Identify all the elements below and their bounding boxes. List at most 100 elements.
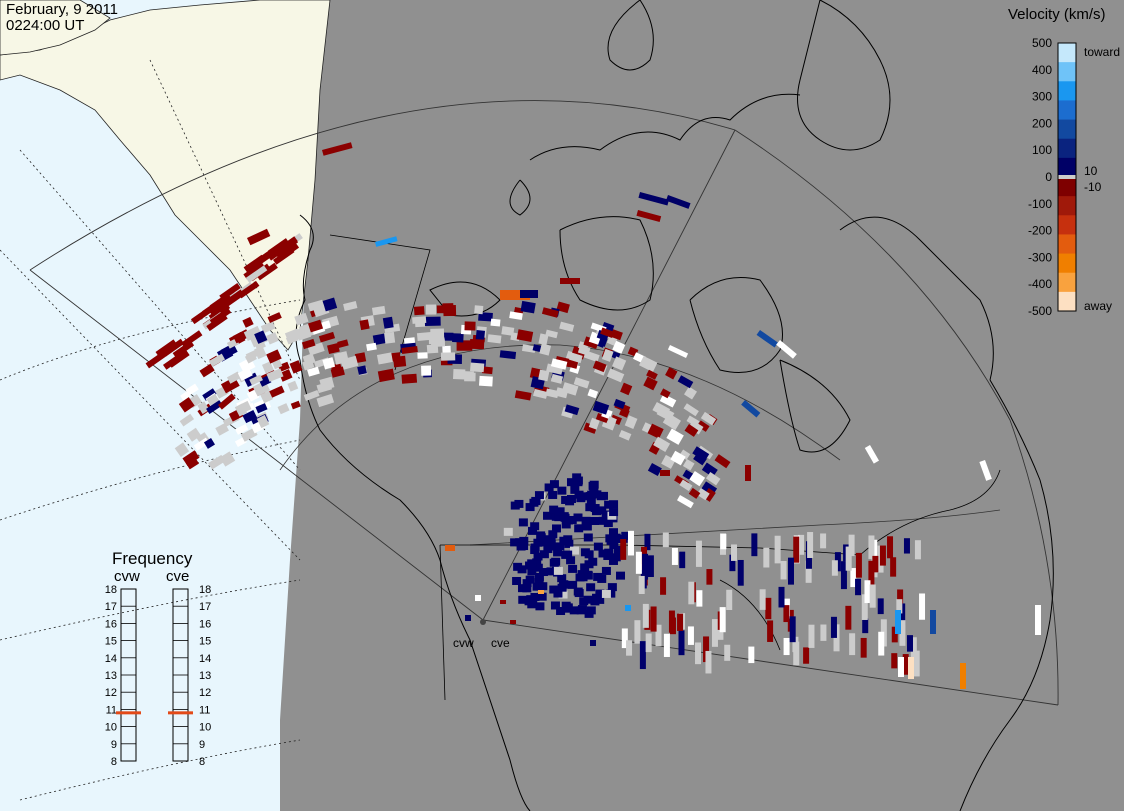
scatter-cell xyxy=(185,457,200,470)
scatter-cell xyxy=(805,560,812,583)
scatter-cell xyxy=(440,352,456,361)
scatter-cell xyxy=(421,365,432,376)
colorbar-tick-label: -300 xyxy=(1028,250,1052,264)
scatter-cell xyxy=(553,566,563,575)
scatter-cell xyxy=(162,338,185,357)
scatter-cell xyxy=(570,485,580,494)
scatter-cell xyxy=(549,558,559,567)
scatter-cell xyxy=(906,635,913,652)
scatter-cell xyxy=(182,450,200,466)
scatter-cell xyxy=(778,586,785,608)
scatter-cell xyxy=(243,325,262,341)
scatter-cell xyxy=(544,483,554,492)
scatter-cell xyxy=(322,142,353,156)
scatter-cell xyxy=(714,454,731,469)
scatter-cell xyxy=(319,376,335,391)
scatter-cell xyxy=(878,631,885,656)
scatter-cell xyxy=(514,390,532,401)
scatter-cell xyxy=(401,346,418,355)
colorbar-tick-label: 200 xyxy=(1032,116,1052,130)
colorbar-tick-label: -500 xyxy=(1028,304,1052,318)
scatter-cell xyxy=(564,539,574,548)
scatter-cell xyxy=(509,311,523,321)
scatter-cell xyxy=(556,301,570,314)
scatter-cell xyxy=(803,647,810,664)
scatter-cell xyxy=(530,546,540,555)
scatter-cell xyxy=(767,620,774,642)
scatter-cell xyxy=(647,555,654,578)
scatter-cell xyxy=(783,637,790,656)
scatter-cell xyxy=(563,550,573,559)
frequency-tick-label: 12 xyxy=(199,687,211,699)
scatter-cell xyxy=(559,536,569,545)
scatter-cell xyxy=(555,507,565,516)
scatter-cell xyxy=(679,479,693,492)
scatter-cell xyxy=(700,411,717,426)
scatter-cell xyxy=(202,298,224,317)
scatter-cell xyxy=(179,413,195,427)
colorbar-segment xyxy=(1058,272,1076,293)
scatter-cell xyxy=(627,530,634,556)
scatter-cell xyxy=(553,589,563,598)
scatter-cell xyxy=(267,238,290,256)
scatter-cell xyxy=(671,547,678,565)
scatter-cell xyxy=(560,278,580,284)
velocity-colorbar: 500 400 300 200 100 0 -100 -200 -300 -400 -500 towa… xyxy=(1028,36,1120,318)
scatter-cell xyxy=(807,532,814,558)
scatter-cell xyxy=(604,548,614,557)
scatter-cell xyxy=(748,646,755,664)
colorbar-title: Velocity (km/s) xyxy=(1008,6,1106,23)
scatter-cell xyxy=(845,605,852,630)
scatter-cell xyxy=(426,344,439,354)
colorbar-segment xyxy=(1058,81,1076,101)
scatter-cell xyxy=(428,335,441,345)
scatter-cell xyxy=(487,334,502,344)
scatter-cell xyxy=(203,438,215,449)
scatter-cell xyxy=(653,436,671,452)
colorbar-inner-label: -10 xyxy=(1084,180,1102,194)
scatter-cell xyxy=(512,576,522,585)
frequency-tick-label: 9 xyxy=(111,739,117,751)
scatter-cell xyxy=(416,332,432,342)
scatter-cell xyxy=(515,538,525,547)
scatter-cell xyxy=(557,486,567,495)
scatter-cell xyxy=(574,490,584,499)
scatter-cell xyxy=(601,566,611,575)
scatter-cell xyxy=(533,552,543,561)
scatter-cell xyxy=(546,540,556,549)
scatter-cell xyxy=(679,449,691,460)
scatter-cell xyxy=(686,415,700,427)
scatter-cell xyxy=(307,366,320,377)
scatter-cell xyxy=(705,650,712,674)
scatter-cell xyxy=(864,580,871,604)
scatter-cell xyxy=(199,363,215,378)
scatter-cell xyxy=(731,544,738,561)
scatter-cell xyxy=(840,561,847,590)
scatter-cell xyxy=(277,361,290,372)
scatter-cell xyxy=(272,359,283,370)
scatter-cell xyxy=(646,369,658,380)
scatter-cell xyxy=(606,368,625,383)
scatter-cell xyxy=(601,589,611,598)
scatter-cell xyxy=(682,459,695,471)
scatter-cell xyxy=(294,312,309,326)
scatter-cell xyxy=(393,355,407,368)
day-land-siberia xyxy=(0,0,111,56)
scatter-cell xyxy=(677,375,694,389)
scatter-cell xyxy=(186,427,202,442)
scatter-cell xyxy=(573,478,583,487)
scatter-cell xyxy=(538,582,548,591)
scatter-cell xyxy=(877,598,884,615)
scatter-cell xyxy=(530,592,540,601)
scatter-cell xyxy=(574,589,584,598)
frequency-tick-label: 11 xyxy=(106,704,117,716)
scatter-cell xyxy=(586,498,596,507)
scatter-cell xyxy=(659,393,677,408)
scatter-cell xyxy=(634,620,641,644)
scatter-cell xyxy=(479,375,493,387)
scatter-cell xyxy=(620,382,633,396)
colorbar-segment xyxy=(1058,234,1076,255)
scatter-cell xyxy=(531,497,541,506)
scatter-cell xyxy=(688,487,701,499)
